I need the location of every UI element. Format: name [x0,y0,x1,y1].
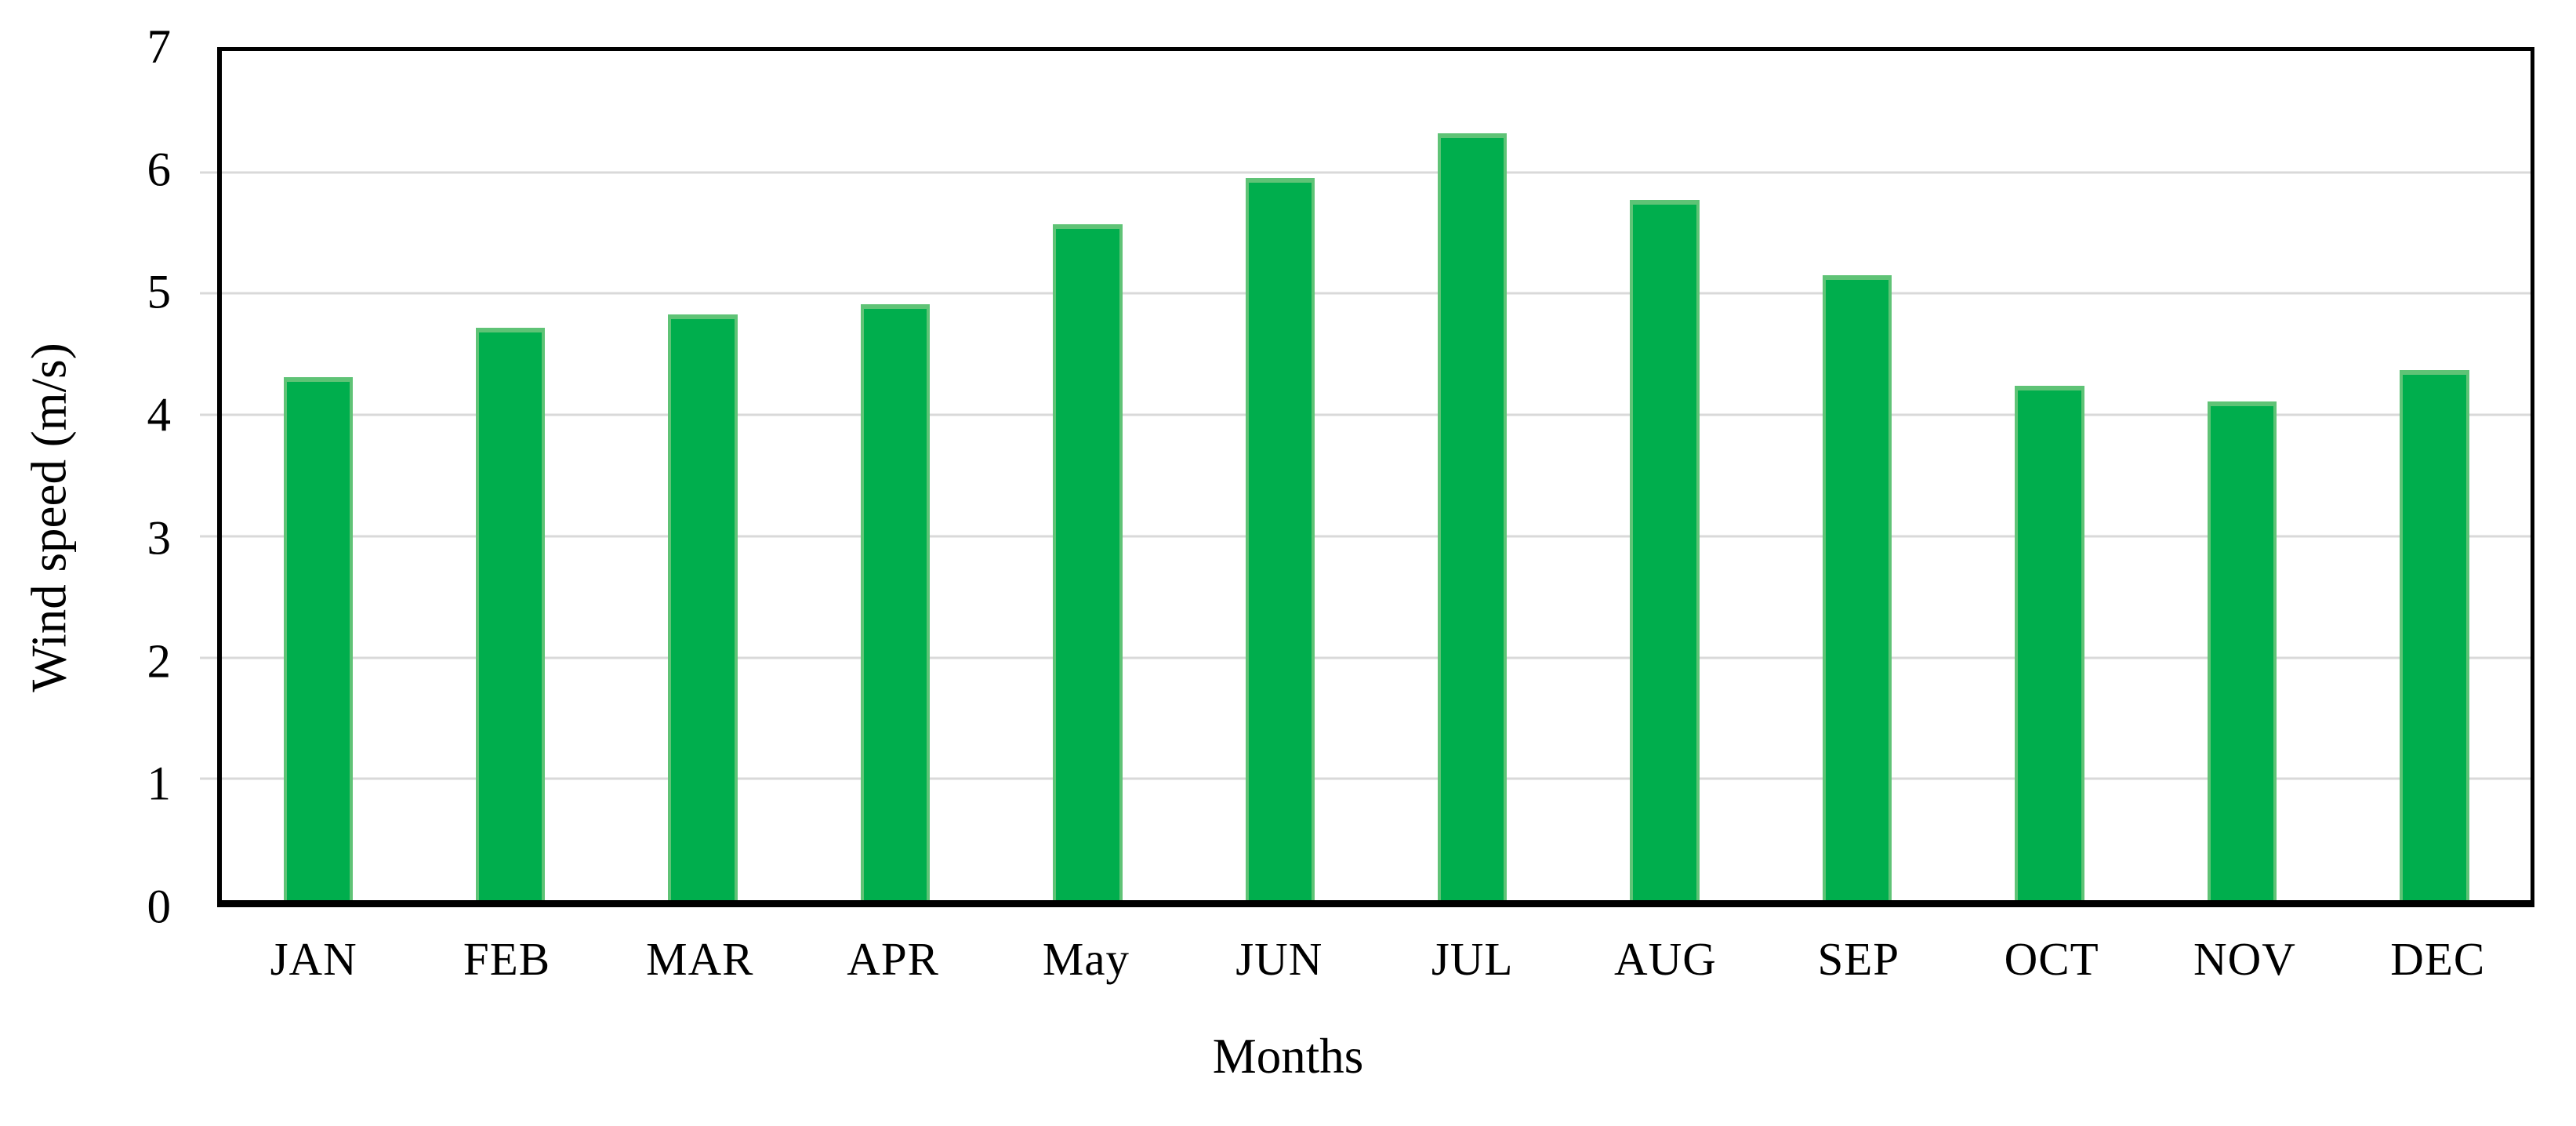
bar-slot-jul [1377,51,1569,900]
y-axis-tick-mark-3 [200,535,217,538]
bar-slot-oct [1954,51,2146,900]
x-tick-label-oct: OCT [2004,933,2099,985]
y-tick-label-3: 3 [147,512,172,565]
x-tick-label-nov: NOV [2193,933,2296,985]
bar-mar [668,314,738,900]
y-tick-label-5: 5 [147,266,172,319]
bar-slot-jun [1184,51,1376,900]
x-tick-label-aug: AUG [1614,933,1717,985]
bar-slot-dec [2338,51,2531,900]
y-axis-tick-mark-1 [200,777,217,780]
x-tick-label-feb: FEB [463,933,551,985]
x-tick-label-dec: DEC [2390,933,2486,985]
bar-jun [1245,178,1315,900]
gridline-5 [222,292,2531,295]
x-axis-tick-labels: JAN FEB MAR APR May JUN JUL AUG SEP OCT NOV DEC [217,933,2534,986]
x-tick-label-jun: JUN [1235,933,1323,985]
x-tick-label-jan: JAN [270,933,357,985]
bar-feb [475,327,546,900]
bar-slot-sep [1761,51,1953,900]
bar-dec [2400,369,2469,900]
bar-series [222,51,2531,900]
bar-slot-feb [414,51,606,900]
x-axis-title: Months [1212,1029,1364,1084]
gridline-3 [222,535,2531,538]
y-axis-tick-mark-2 [200,656,217,659]
bar-slot-jan [222,51,414,900]
x-tick-label-sep: SEP [1817,933,1900,985]
x-tick-label-apr: APR [847,933,940,985]
bar-oct [2015,386,2084,900]
gridline-4 [222,413,2531,416]
bar-sep [1822,275,1892,900]
gridline-2 [222,656,2531,659]
bar-slot-apr [799,51,991,900]
y-axis-tick-mark-4 [200,413,217,416]
x-tick-label-may: May [1042,933,1130,985]
bar-slot-aug [1569,51,1761,900]
bar-slot-may [992,51,1184,900]
y-axis-tick-mark-6 [200,171,217,174]
x-tick-label-jul: JUL [1431,933,1514,985]
y-tick-label-0: 0 [147,881,172,934]
bar-jan [283,377,353,900]
bar-apr [860,304,931,900]
bar-slot-mar [607,51,799,900]
gridline-1 [222,777,2531,780]
y-tick-label-6: 6 [147,143,172,197]
y-axis-tick-mark-5 [200,292,217,295]
bar-slot-nov [2146,51,2338,900]
bar-nov [2207,401,2277,900]
y-tick-label-1: 1 [147,757,172,811]
bar-may [1053,224,1123,900]
y-tick-label-2: 2 [147,635,172,688]
plot-area [200,47,2534,907]
bar-jul [1438,133,1508,900]
gridline-6 [222,171,2531,174]
y-tick-label-4: 4 [147,389,172,442]
x-tick-label-mar: MAR [646,933,754,985]
bar-aug [1630,200,1700,900]
y-tick-label-7: 7 [147,20,172,74]
